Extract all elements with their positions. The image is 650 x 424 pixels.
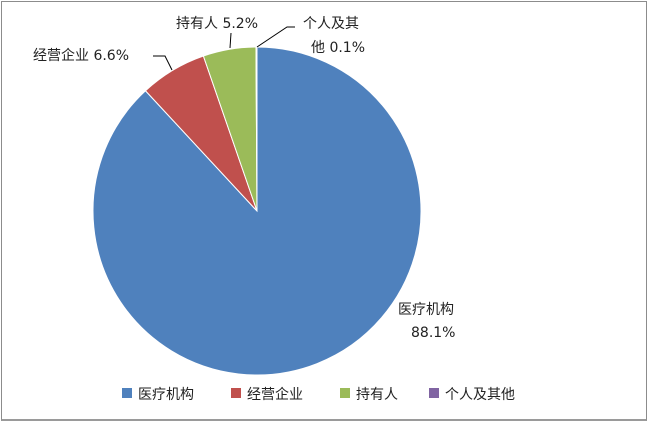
legend-entry-1: 经营企业 bbox=[247, 386, 303, 403]
legend-swatch-0 bbox=[122, 388, 132, 398]
data-label-chiyouren: 持有人 5.2% bbox=[176, 16, 258, 32]
legend-swatch-1 bbox=[231, 388, 241, 398]
data-label-jingying: 经营企业 6.6% bbox=[33, 47, 129, 64]
leader-line-jingying bbox=[153, 55, 173, 71]
data-label-geren-line2: 他 0.1% bbox=[311, 40, 365, 56]
legend-entry-3: 个人及其他 bbox=[445, 387, 515, 403]
data-label-yiliao-name: 医疗机构 bbox=[398, 302, 454, 318]
pie-slice-3 bbox=[255, 46, 258, 212]
data-label-yiliao-value: 88.1% bbox=[411, 325, 455, 341]
leader-line-geren bbox=[256, 26, 295, 48]
legend-entry-0: 医疗机构 bbox=[138, 387, 194, 403]
legend-swatch-2 bbox=[340, 388, 350, 398]
leader-line-chiyouren bbox=[229, 32, 232, 49]
legend-entry-2: 持有人 bbox=[356, 387, 398, 403]
data-label-geren-line1: 个人及其 bbox=[303, 16, 359, 32]
legend-swatch-3 bbox=[429, 388, 439, 398]
legend: 医疗机构 经营企业 持有人 个人及其他 bbox=[122, 386, 515, 403]
